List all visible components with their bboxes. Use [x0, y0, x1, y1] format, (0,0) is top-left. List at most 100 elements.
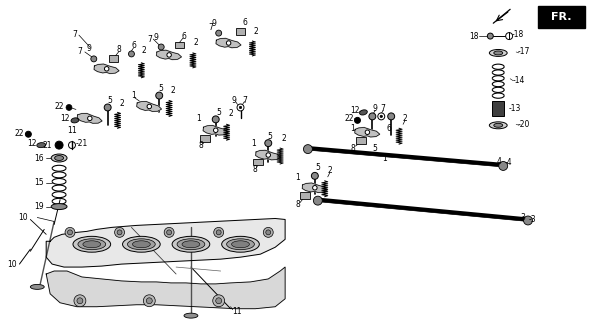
Text: 5: 5 [216, 108, 221, 117]
Polygon shape [302, 183, 327, 193]
Text: 1: 1 [296, 173, 300, 182]
Text: 21: 21 [43, 140, 52, 150]
Circle shape [499, 162, 508, 171]
Circle shape [156, 92, 163, 99]
Text: 9: 9 [212, 19, 216, 28]
Text: 8: 8 [253, 165, 257, 174]
Circle shape [164, 228, 174, 237]
Text: 12: 12 [27, 139, 36, 148]
Ellipse shape [493, 51, 502, 55]
Circle shape [213, 295, 225, 307]
Text: 2: 2 [327, 166, 332, 175]
Text: 15: 15 [35, 178, 44, 187]
Ellipse shape [78, 239, 105, 250]
Circle shape [313, 196, 322, 205]
Ellipse shape [132, 241, 150, 248]
Circle shape [365, 130, 370, 134]
Circle shape [378, 113, 385, 120]
Text: 1: 1 [251, 139, 256, 148]
Ellipse shape [51, 154, 67, 162]
Text: 10: 10 [18, 213, 27, 222]
Text: 22: 22 [344, 114, 353, 123]
Circle shape [117, 230, 122, 235]
Circle shape [240, 106, 242, 109]
Text: 6: 6 [131, 42, 136, 51]
Circle shape [266, 153, 271, 157]
Text: 8: 8 [198, 140, 203, 150]
Circle shape [77, 298, 83, 304]
Circle shape [144, 295, 155, 307]
Text: 12: 12 [350, 106, 359, 115]
Text: -21: -21 [76, 139, 88, 148]
Text: 2: 2 [228, 109, 233, 118]
Circle shape [167, 53, 172, 57]
Circle shape [214, 228, 224, 237]
Circle shape [88, 116, 92, 121]
Text: 9: 9 [373, 104, 378, 113]
Text: 22: 22 [15, 129, 24, 138]
Text: -20: -20 [518, 120, 530, 129]
Text: 7: 7 [147, 35, 152, 44]
Ellipse shape [51, 204, 67, 210]
Text: 3: 3 [520, 213, 525, 222]
Polygon shape [200, 135, 210, 142]
Polygon shape [157, 50, 182, 60]
Circle shape [65, 228, 75, 237]
Circle shape [216, 30, 222, 36]
Text: 16: 16 [35, 154, 44, 163]
Text: 10: 10 [7, 260, 17, 268]
Text: 2: 2 [282, 134, 287, 143]
Polygon shape [109, 55, 118, 62]
Text: 7: 7 [77, 47, 82, 56]
Circle shape [313, 186, 317, 190]
Circle shape [237, 104, 244, 111]
Circle shape [26, 131, 32, 137]
Polygon shape [236, 28, 245, 35]
Text: 8: 8 [350, 144, 355, 153]
Text: 1: 1 [382, 154, 387, 163]
Text: 6: 6 [182, 32, 187, 41]
Text: 5: 5 [372, 144, 377, 153]
Text: -17: -17 [518, 47, 530, 56]
Text: 1: 1 [197, 114, 201, 123]
Ellipse shape [30, 284, 44, 289]
Text: -4: -4 [504, 158, 512, 167]
Circle shape [91, 56, 97, 62]
FancyBboxPatch shape [538, 6, 585, 28]
Polygon shape [136, 101, 162, 111]
Ellipse shape [489, 50, 507, 56]
Polygon shape [46, 219, 285, 267]
Circle shape [226, 41, 231, 45]
Ellipse shape [222, 236, 259, 252]
Text: 6: 6 [242, 18, 247, 27]
Text: 1: 1 [72, 126, 76, 135]
Text: 22: 22 [55, 102, 64, 111]
Polygon shape [175, 42, 184, 48]
Ellipse shape [232, 241, 249, 248]
Bar [492, 100, 504, 116]
Circle shape [67, 230, 73, 235]
Text: 19: 19 [35, 202, 44, 211]
Text: 6: 6 [387, 124, 392, 133]
Ellipse shape [37, 143, 46, 148]
Ellipse shape [73, 236, 111, 252]
Circle shape [380, 115, 383, 117]
Text: 8: 8 [296, 200, 300, 209]
Text: -13: -13 [508, 104, 520, 113]
Text: 2: 2 [142, 46, 147, 55]
Text: 18: 18 [469, 32, 479, 41]
Circle shape [104, 67, 109, 71]
Text: 9: 9 [154, 33, 159, 42]
Circle shape [74, 295, 86, 307]
Circle shape [265, 140, 272, 147]
Polygon shape [253, 158, 263, 165]
Circle shape [167, 230, 172, 235]
Circle shape [213, 128, 218, 132]
Text: 2: 2 [170, 86, 175, 95]
Ellipse shape [226, 239, 254, 250]
Circle shape [147, 298, 152, 304]
Ellipse shape [71, 118, 79, 123]
Text: 2: 2 [254, 27, 259, 36]
Text: 5: 5 [159, 84, 164, 93]
Text: 12: 12 [61, 114, 70, 123]
